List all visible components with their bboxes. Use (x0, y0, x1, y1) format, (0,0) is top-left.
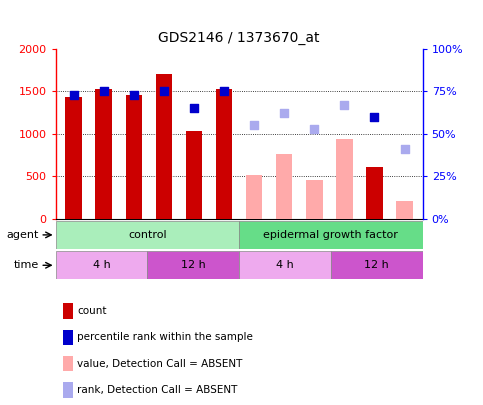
Text: epidermal growth factor: epidermal growth factor (263, 230, 398, 240)
Bar (396, 201, 413, 219)
Bar (276, 154, 293, 219)
Bar (239, 221, 423, 249)
Bar (56, 251, 147, 279)
Text: percentile rank within the sample: percentile rank within the sample (77, 333, 253, 342)
Bar (331, 251, 423, 279)
Point (160, 88, 168, 94)
Point (70, 91, 77, 98)
Point (220, 88, 228, 94)
Text: count: count (77, 306, 107, 316)
Bar (96, 90, 112, 219)
Bar (185, 131, 202, 219)
Point (311, 125, 318, 132)
Bar (366, 167, 383, 219)
Bar (246, 175, 262, 219)
Point (250, 122, 258, 128)
Point (100, 88, 108, 94)
Point (341, 102, 348, 108)
Bar (239, 251, 331, 279)
Bar (65, 97, 82, 219)
Bar (216, 90, 232, 219)
Text: rank, Detection Call = ABSENT: rank, Detection Call = ABSENT (77, 385, 238, 395)
Text: 12 h: 12 h (181, 260, 206, 270)
Point (190, 105, 198, 111)
Point (370, 113, 378, 120)
Bar (156, 74, 172, 219)
Bar (56, 221, 239, 249)
Bar (336, 139, 353, 219)
Text: 4 h: 4 h (93, 260, 110, 270)
Text: control: control (128, 230, 167, 240)
Title: GDS2146 / 1373670_at: GDS2146 / 1373670_at (158, 31, 320, 45)
Text: agent: agent (6, 230, 39, 240)
Text: 12 h: 12 h (364, 260, 389, 270)
Text: value, Detection Call = ABSENT: value, Detection Call = ABSENT (77, 359, 242, 369)
Text: time: time (14, 260, 39, 270)
Bar (306, 181, 323, 219)
Text: 4 h: 4 h (276, 260, 294, 270)
Bar (147, 251, 239, 279)
Point (130, 91, 138, 98)
Point (401, 146, 409, 152)
Bar (126, 96, 142, 219)
Point (280, 110, 288, 117)
